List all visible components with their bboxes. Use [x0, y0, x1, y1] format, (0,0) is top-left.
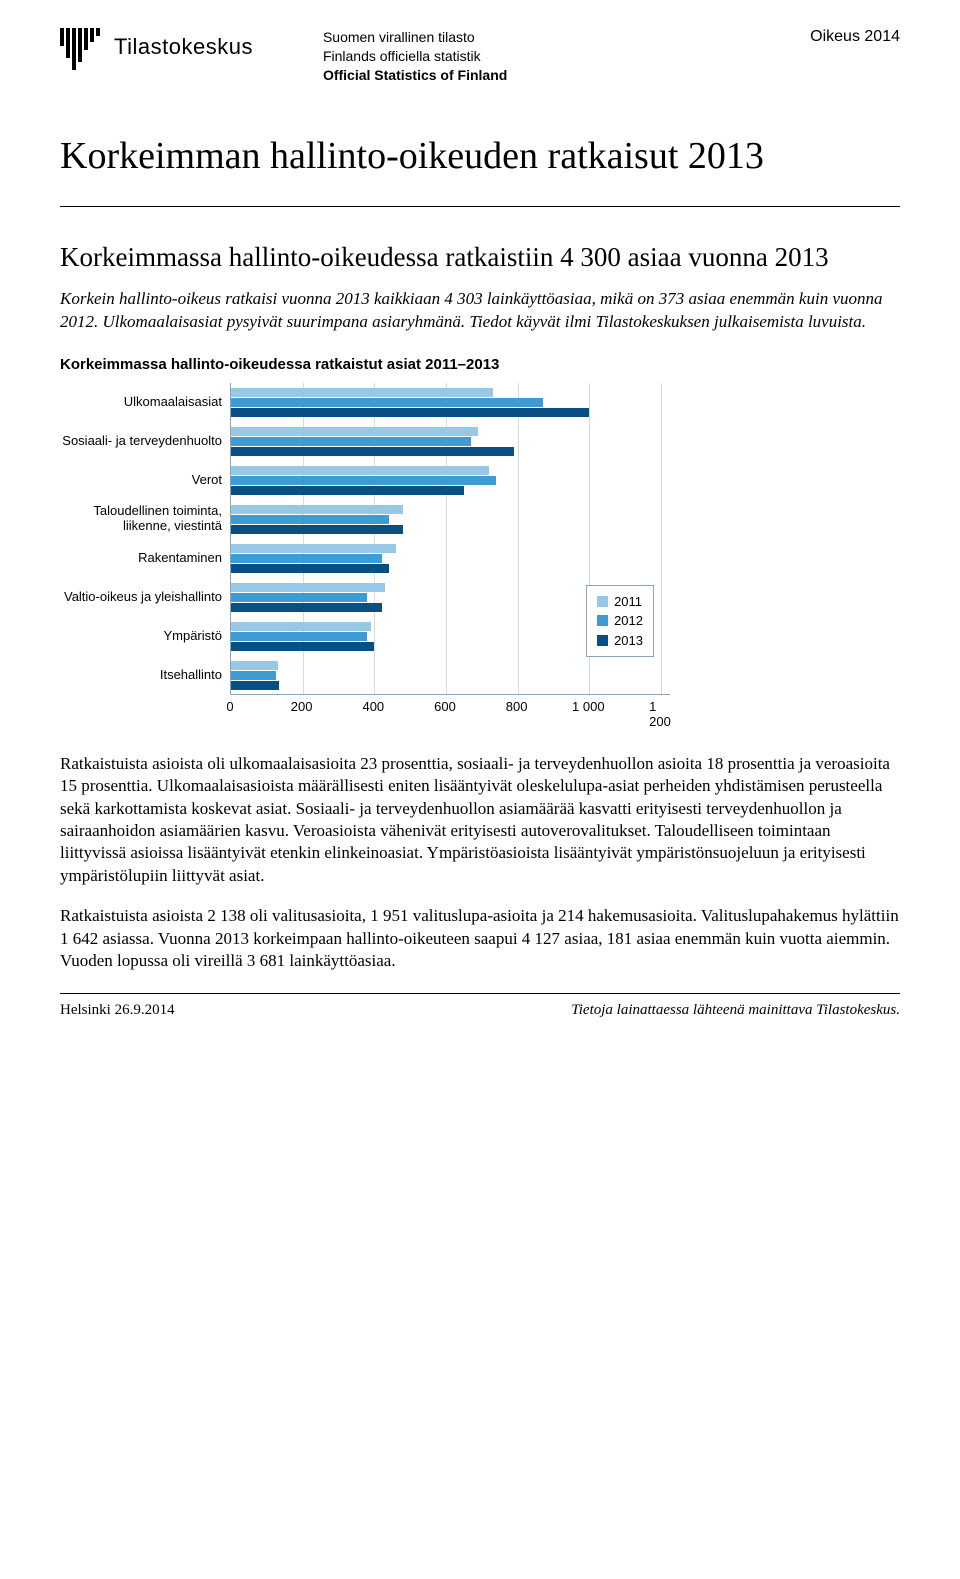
- category-axis-labels: UlkomaalaisasiatSosiaali- ja terveydenhu…: [60, 383, 230, 695]
- org-line-fi: Suomen virallinen tilasto: [323, 28, 507, 47]
- header-left: Tilastokeskus Suomen virallinen tilasto …: [60, 28, 507, 85]
- org-line-sv: Finlands officiella statistik: [323, 47, 507, 66]
- bar: [231, 476, 496, 485]
- x-tick-label: 1 200: [649, 699, 671, 729]
- legend-swatch: [597, 615, 608, 626]
- bar: [231, 515, 389, 524]
- org-names: Suomen virallinen tilasto Finlands offic…: [323, 28, 507, 85]
- chart-caption: Korkeimmassa hallinto-oikeudessa ratkais…: [60, 356, 900, 373]
- category-label: Ulkomaalaisasiat: [60, 383, 222, 422]
- bar: [231, 583, 385, 592]
- bar: [231, 554, 382, 563]
- bar-group: [231, 656, 670, 695]
- legend-item: 2011: [597, 592, 643, 612]
- bar: [231, 447, 514, 456]
- org-line-en: Official Statistics of Finland: [323, 66, 507, 85]
- body-paragraph-2: Ratkaistuista asioista 2 138 oli valitus…: [60, 905, 900, 972]
- bar-group: [231, 500, 670, 539]
- bar: [231, 622, 371, 631]
- bar: [231, 593, 367, 602]
- bar: [231, 544, 396, 553]
- tilastokeskus-logo-icon: [60, 28, 102, 70]
- x-tick-label: 200: [291, 699, 313, 714]
- bar: [231, 661, 278, 670]
- bar-chart: UlkomaalaisasiatSosiaali- ja terveydenhu…: [60, 383, 670, 717]
- category-label: Ympäristö: [60, 617, 222, 656]
- bar-group: [231, 383, 670, 422]
- bar-group: [231, 422, 670, 461]
- x-tick-label: 600: [434, 699, 456, 714]
- legend-swatch: [597, 596, 608, 607]
- x-tick-label: 400: [362, 699, 384, 714]
- category-label: Sosiaali- ja terveydenhuolto: [60, 422, 222, 461]
- bar: [231, 525, 403, 534]
- category-label: Itsehallinto: [60, 656, 222, 695]
- publication-series: Oikeus 2014: [810, 28, 900, 46]
- chart-area: UlkomaalaisasiatSosiaali- ja terveydenhu…: [60, 383, 670, 695]
- legend-label: 2012: [614, 611, 643, 631]
- page-header: Tilastokeskus Suomen virallinen tilasto …: [60, 28, 900, 85]
- bar: [231, 603, 382, 612]
- footer-divider: [60, 993, 900, 994]
- bar: [231, 466, 489, 475]
- footer-date: Helsinki 26.9.2014: [60, 1002, 175, 1019]
- plot-area: 201120122013: [230, 383, 670, 695]
- subtitle: Korkeimmassa hallinto-oikeudessa ratkais…: [60, 241, 900, 273]
- bar-group: [231, 539, 670, 578]
- legend-item: 2013: [597, 631, 643, 651]
- page-footer: Helsinki 26.9.2014 Tietoja lainattaessa …: [60, 1002, 900, 1019]
- bar-group: [231, 461, 670, 500]
- bar: [231, 427, 478, 436]
- body-paragraph-1: Ratkaistuista asioista oli ulkomaalaisas…: [60, 753, 900, 888]
- bar: [231, 632, 367, 641]
- lead-paragraph: Korkein hallinto-oikeus ratkaisi vuonna …: [60, 288, 900, 334]
- bar: [231, 681, 279, 690]
- page-title: Korkeimman hallinto-oikeuden ratkaisut 2…: [60, 135, 900, 179]
- bar: [231, 408, 589, 417]
- footer-attribution: Tietoja lainattaessa lähteenä mainittava…: [571, 1002, 900, 1019]
- x-tick-label: 0: [226, 699, 233, 714]
- bar: [231, 564, 389, 573]
- x-axis-ticks: 02004006008001 0001 200: [230, 699, 660, 717]
- category-label: Verot: [60, 461, 222, 500]
- category-label: Rakentaminen: [60, 539, 222, 578]
- bar: [231, 398, 543, 407]
- chart-legend: 201120122013: [586, 585, 654, 658]
- bar: [231, 437, 471, 446]
- bar: [231, 388, 493, 397]
- category-label: Valtio-oikeus ja yleishallinto: [60, 578, 222, 617]
- legend-label: 2013: [614, 631, 643, 651]
- logo-text: Tilastokeskus: [114, 34, 253, 60]
- bar: [231, 505, 403, 514]
- x-tick-label: 1 000: [572, 699, 605, 714]
- legend-label: 2011: [614, 592, 642, 612]
- divider: [60, 206, 900, 207]
- category-label: Taloudellinen toiminta, liikenne, viesti…: [60, 500, 222, 539]
- x-tick-label: 800: [506, 699, 528, 714]
- legend-swatch: [597, 635, 608, 646]
- bar: [231, 642, 374, 651]
- bar: [231, 671, 276, 680]
- legend-item: 2012: [597, 611, 643, 631]
- bar: [231, 486, 464, 495]
